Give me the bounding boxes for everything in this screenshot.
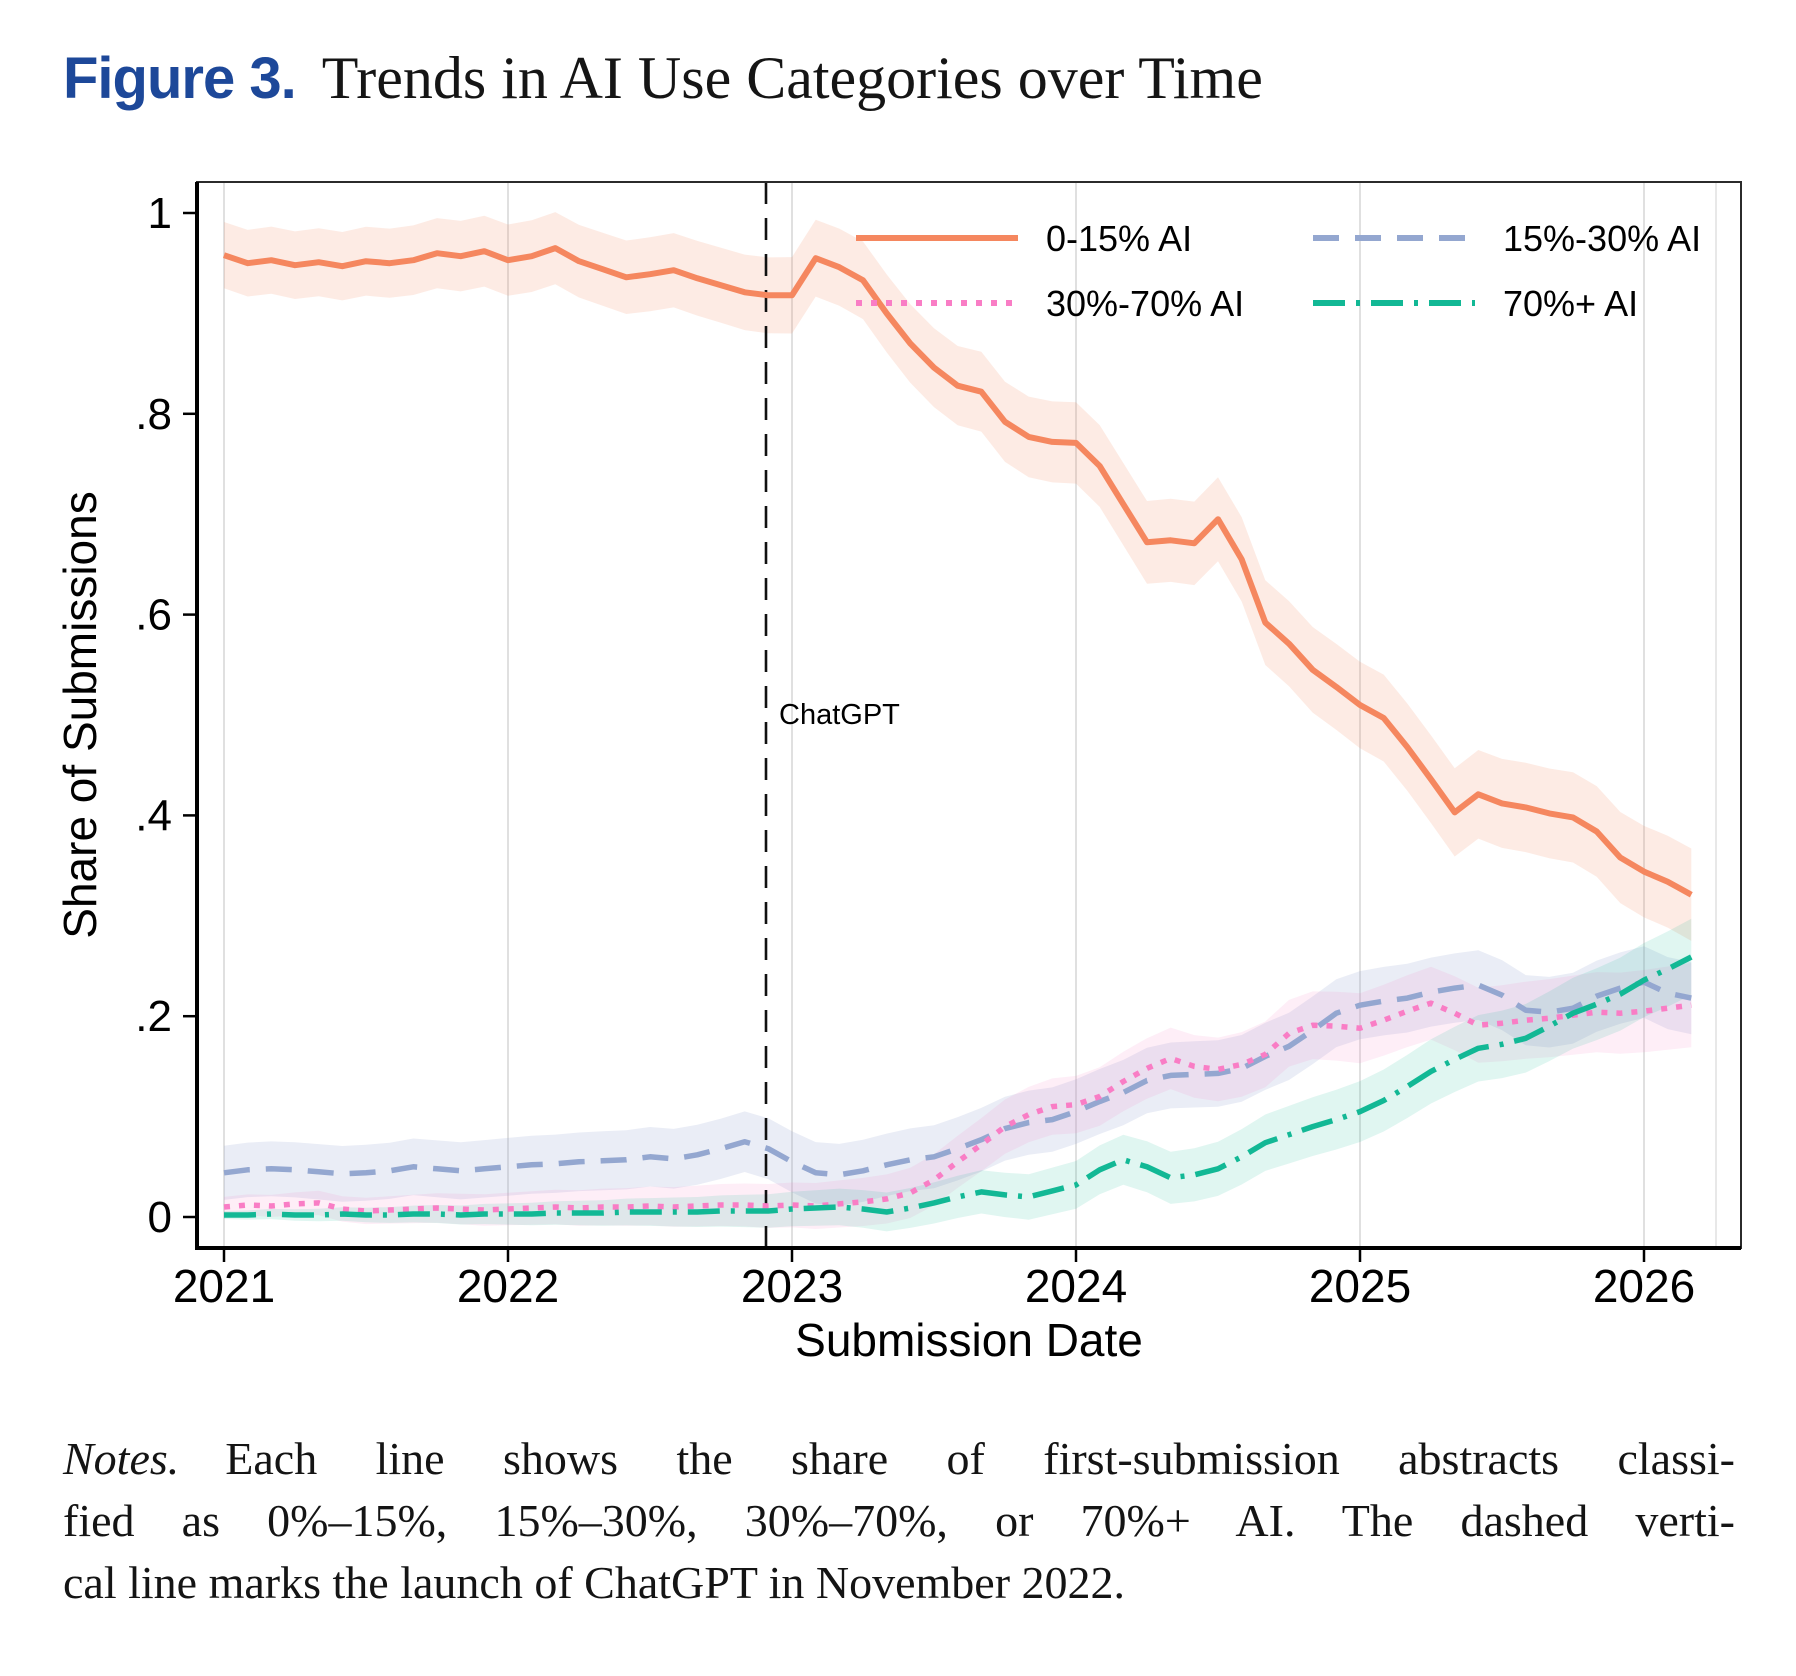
y-tick-label: .8 (135, 390, 172, 439)
x-tick-label: 2021 (173, 1260, 275, 1312)
legend-item-15-30: 15%-30% AI (1313, 218, 1701, 259)
confidence-bands (224, 212, 1692, 1232)
legend-label-30-70: 30%-70% AI (1046, 283, 1244, 324)
y-tick-label: 0 (148, 1193, 172, 1242)
plot-border (196, 181, 1742, 1249)
ci-band-70%+ AI (224, 918, 1692, 1232)
series-line-70%+ AI (224, 954, 1693, 1218)
chatgpt-reference-line: ChatGPT (764, 182, 900, 1248)
x-axis-title: Submission Date (795, 1314, 1143, 1366)
notes-prefix: Notes. (63, 1433, 180, 1484)
ci-band-30%-70% AI (224, 963, 1692, 1229)
legend-item-70plus: 70%+ AI (1313, 283, 1638, 324)
series-line-15%-30% AI (223, 979, 1692, 1178)
legend-label-0-15: 0-15% AI (1046, 218, 1192, 259)
data-series-lines (223, 245, 1693, 1218)
reference-line-label: ChatGPT (779, 699, 900, 731)
figure-caption: Figure 3. Trends in AI Use Categories ove… (63, 44, 1263, 113)
x-tick-label: 2026 (1593, 1260, 1695, 1312)
y-tick-label: 1 (148, 189, 172, 238)
series-line-30%-70% AI (223, 1000, 1692, 1214)
x-tick-label: 2023 (741, 1260, 843, 1312)
x-tick-label: 2022 (457, 1260, 559, 1312)
y-tick-label: .2 (135, 992, 172, 1041)
legend-label-15-30: 15%-30% AI (1503, 218, 1701, 259)
figure-title: Trends in AI Use Categories over Time (321, 45, 1263, 111)
x-tick-label: 2024 (1025, 1260, 1127, 1312)
line-chart: ChatGPT 0 .2 .4 .6 .8 1 2021 2022 2023 2024 2025 20… (54, 181, 1742, 1366)
notes-line-1: Notes. Each line shows the share of firs… (63, 1433, 1735, 1484)
gridlines (223, 182, 1717, 1248)
y-axis-title: Share of Submissions (54, 491, 106, 938)
legend-item-30-70: 30%-70% AI (856, 283, 1244, 324)
ci-band-0-15% AI (224, 212, 1692, 941)
x-tick-label: 2025 (1309, 1260, 1411, 1312)
y-tick-label: .6 (135, 591, 172, 640)
y-tick-label: .4 (135, 791, 172, 840)
ci-band-15%-30% AI (224, 946, 1692, 1206)
tick-marks-and-labels: 0 .2 .4 .6 .8 1 2021 2022 2023 2024 2025 2026 (135, 189, 1695, 1312)
legend-label-70plus: 70%+ AI (1503, 283, 1638, 324)
notes-line-2: fied as 0%–15%, 15%–30%, 30%–70%, or 70%… (63, 1495, 1735, 1546)
notes-line-3: cal line marks the launch of ChatGPT in … (63, 1557, 1126, 1608)
figure-notes: Notes. Each line shows the share of firs… (63, 1428, 1735, 1614)
figure-number: Figure 3. (63, 46, 297, 111)
legend-item-0-15: 0-15% AI (856, 218, 1192, 259)
series-line-0-15% AI (223, 245, 1693, 898)
legend: 0-15% AI 15%-30% AI 30%-70% AI 70%+ AI (856, 218, 1701, 324)
axes (195, 181, 1742, 1250)
